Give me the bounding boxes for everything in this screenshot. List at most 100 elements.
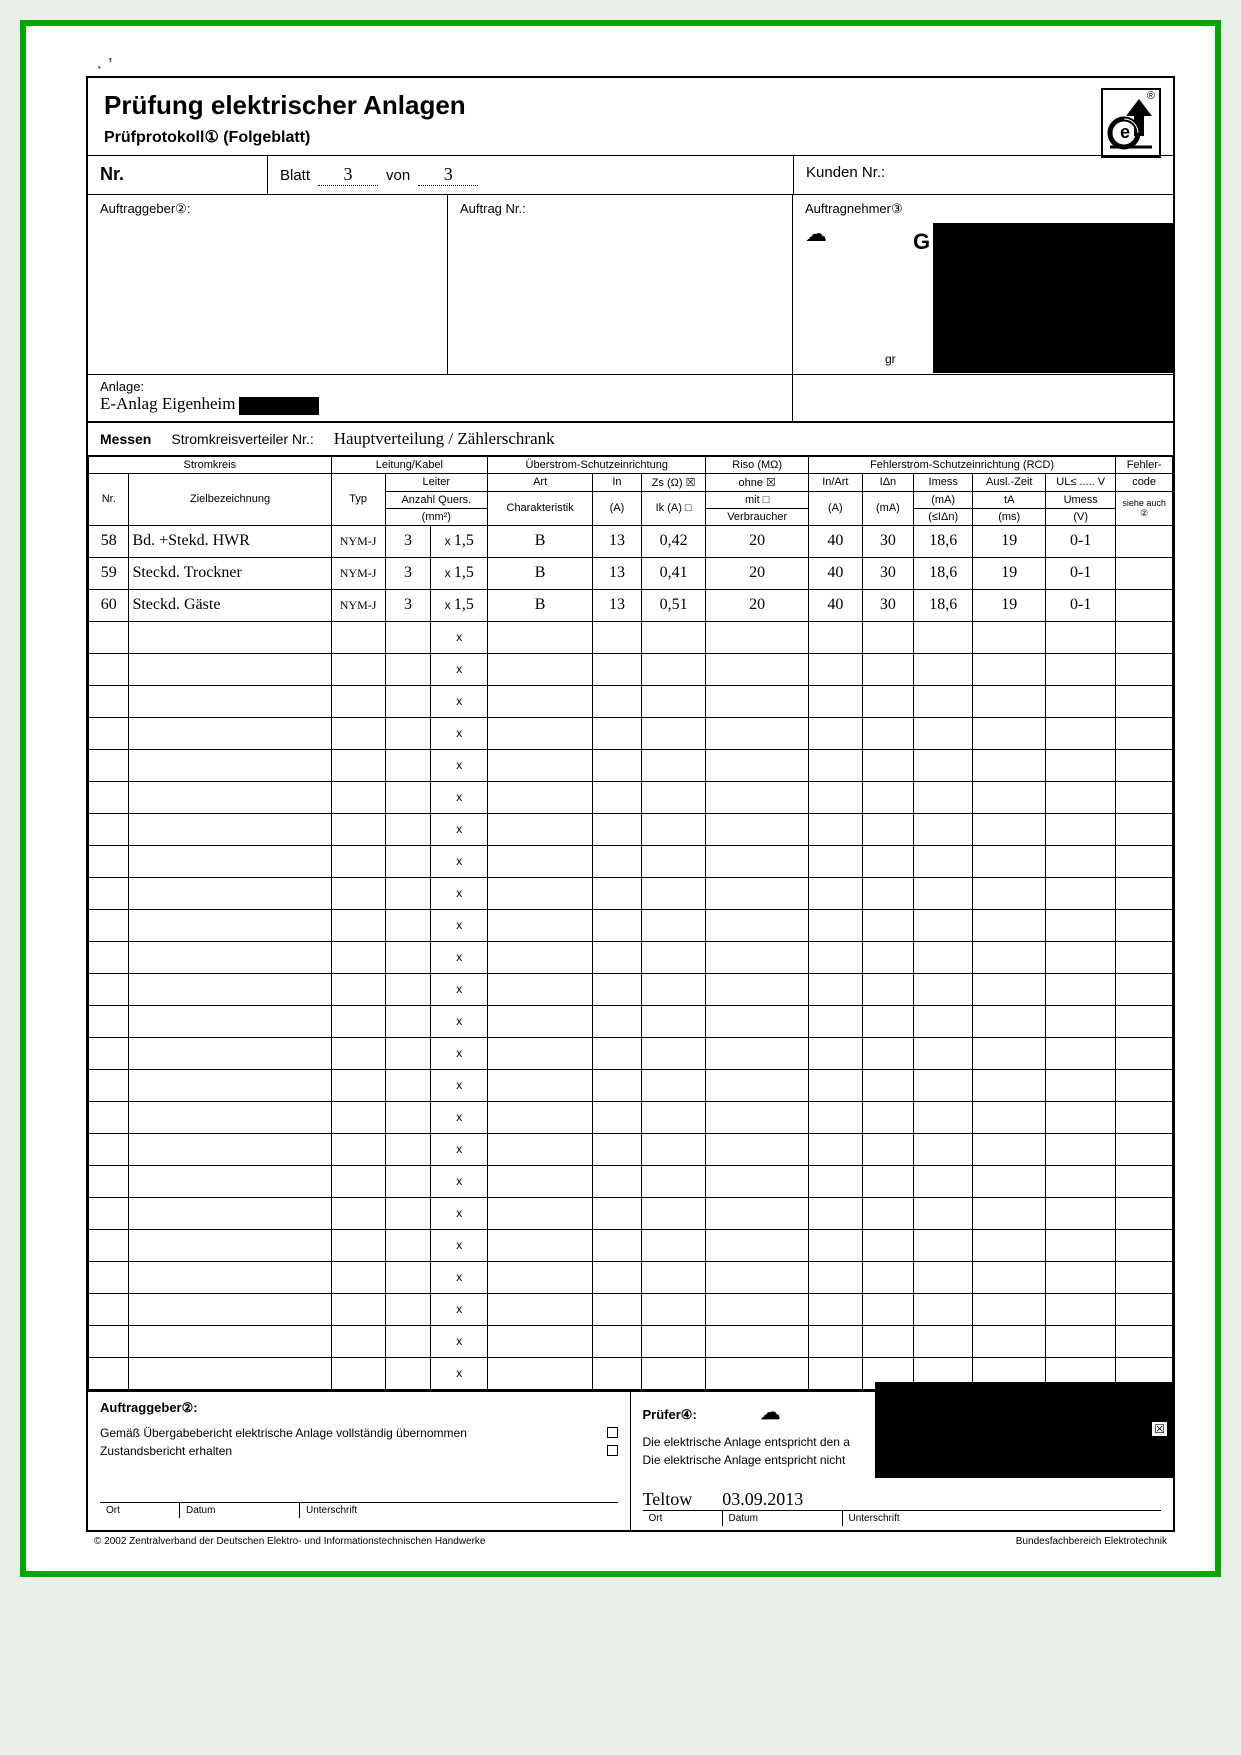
checkbox-icon[interactable] <box>607 1427 618 1438</box>
anlage-cell: Anlage: E-Anlag Eigenheim <box>88 375 793 421</box>
th-rcd-idn: IΔn <box>862 473 913 491</box>
logo-icon: ® e <box>1101 88 1161 158</box>
th-charakteristik: Charakteristik <box>488 491 593 525</box>
stray-mark: · ʼ <box>96 56 113 79</box>
checkbox-icon[interactable] <box>607 1445 618 1456</box>
header-title: Prüfung elektrischer Anlagen <box>104 90 1157 121</box>
footer-left: Auftraggeber②: Gemäß Übergabebericht ele… <box>88 1392 631 1530</box>
footer-right: Prüfer④: ☁ Die elektrische Anlage entspr… <box>631 1392 1174 1530</box>
table-row-empty: x <box>89 653 1173 685</box>
table-row-empty: x <box>89 877 1173 909</box>
auftragnr-label: Auftrag Nr.: <box>460 201 526 216</box>
table-row-empty: x <box>89 1133 1173 1165</box>
footer-auftraggeber-label: Auftraggeber②: <box>100 1400 618 1416</box>
th-rcd-imess-note: (≤IΔn) <box>914 508 973 525</box>
table-row-empty: x <box>89 1197 1173 1229</box>
th-typ: Typ <box>331 473 385 525</box>
th-fehler: Fehler- <box>1116 456 1173 473</box>
th-zs: Zs (Ω) ☒ <box>641 473 706 491</box>
auftragnehmer-label: Auftragnehmer③ <box>805 201 903 216</box>
unterschrift-label-r: Unterschrift <box>843 1511 1162 1526</box>
copyright-text: © 2002 Zentralverband der Deutschen Elek… <box>94 1536 485 1547</box>
blatt-label: Blatt <box>280 167 310 184</box>
table-row: 60Steckd. GästeNYM-J3x 1,5B130,512040301… <box>89 589 1173 621</box>
th-riso: Riso (MΩ) <box>706 456 808 473</box>
th-fehler-note: siehe auch ② <box>1116 491 1173 525</box>
signature-row-left: Ort Datum Unterschrift <box>100 1502 618 1518</box>
parties-row: Auftraggeber②: Auftrag Nr.: Auftragnehme… <box>88 195 1173 375</box>
pruefer-line1: Die elektrische Anlage entspricht den a <box>643 1435 850 1449</box>
th-rcd-ia-unit: (A) <box>808 491 862 525</box>
verteiler-value: Hauptverteilung / Zählerschrank <box>334 429 1161 449</box>
von-value: 3 <box>418 164 478 186</box>
blatt-section: Blatt 3 von 3 <box>268 156 793 194</box>
table-row-empty: x <box>89 813 1173 845</box>
th-rcd-umess: Umess <box>1046 491 1116 508</box>
auftragnehmer-cell: Auftragnehmer③ ☁ G gr <box>793 195 1173 374</box>
table-row-empty: x <box>89 1069 1173 1101</box>
table-body: 58Bd. +Stekd. HWRNYM-J3x 1,5B130,4220403… <box>89 525 1173 1389</box>
th-ueberstrom: Überstrom-Schutzeinrichtung <box>488 456 706 473</box>
kunden-nr-label: Kunden Nr.: <box>793 156 1173 194</box>
copyright-row: © 2002 Zentralverband der Deutschen Elek… <box>86 1532 1175 1551</box>
datum-label: Datum <box>180 1503 300 1518</box>
table-row-empty: x <box>89 621 1173 653</box>
th-stromkreis: Stromkreis <box>89 456 332 473</box>
redaction-footer <box>875 1382 1175 1478</box>
table-header: Stromkreis Leitung/Kabel Überstrom-Schut… <box>89 456 1173 525</box>
header-subtitle: Prüfprotokoll① (Folgeblatt) <box>104 127 1157 147</box>
th-in-unit: (A) <box>593 491 642 525</box>
footer-line1: Gemäß Übergabebericht elektrische Anlage… <box>100 1426 601 1440</box>
table-row-empty: x <box>89 1325 1173 1357</box>
th-rcd-zeit-ms: (ms) <box>973 508 1046 525</box>
copyright-right: Bundesfachbereich Elektrotechnik <box>1016 1536 1167 1547</box>
th-riso-verbraucher: Verbraucher <box>706 508 808 525</box>
th-anzahl-quers: Anzahl Quers. <box>385 491 487 508</box>
th-nr: Nr. <box>89 473 129 525</box>
footer-checkbox-marked: ☒ <box>1152 1422 1167 1436</box>
anlage-value: E-Anlag Eigenheim <box>100 394 236 413</box>
footer-line2: Zustandsbericht erhalten <box>100 1444 601 1458</box>
th-rcd-ul: UL≤ ..... V <box>1046 473 1116 491</box>
verteiler-label: Stromkreisverteiler Nr.: <box>171 431 313 447</box>
auftraggeber-label: Auftraggeber②: <box>100 201 190 216</box>
th-leiter: Leiter <box>385 473 487 491</box>
th-rcd-imess: Imess <box>914 473 973 491</box>
th-ziel: Zielbezeichnung <box>129 473 331 525</box>
form-box: Prüfung elektrischer Anlagen Prüfprotoko… <box>86 76 1175 1532</box>
redaction-small <box>239 397 319 415</box>
th-art: Art <box>488 473 593 491</box>
table-row-empty: x <box>89 1101 1173 1133</box>
table-row-empty: x <box>89 781 1173 813</box>
signature-row-right: Ort Datum Unterschrift <box>643 1510 1162 1526</box>
ort-label: Ort <box>100 1503 180 1518</box>
th-rcd-imess-unit: (mA) <box>914 491 973 508</box>
footer-section: Auftraggeber②: Gemäß Übergabebericht ele… <box>88 1390 1173 1530</box>
datum-label-r: Datum <box>723 1511 843 1526</box>
auftraggeber-cell: Auftraggeber②: <box>88 195 448 374</box>
page-container: · ʼ Prüfung elektrischer Anlagen Prüfpro… <box>20 20 1221 1577</box>
redaction-block <box>933 223 1175 373</box>
th-ik: Ik (A) □ <box>641 491 706 525</box>
table-row-empty: x <box>89 1037 1173 1069</box>
nr-label: Nr. <box>88 156 268 194</box>
von-label: von <box>386 167 410 184</box>
blatt-value: 3 <box>318 164 378 186</box>
table-row-empty: x <box>89 941 1173 973</box>
th-rcd-zeit-unit: tA <box>973 491 1046 508</box>
unterschrift-label: Unterschrift <box>300 1503 618 1518</box>
table-row-empty: x <box>89 973 1173 1005</box>
header: Prüfung elektrischer Anlagen Prüfprotoko… <box>88 78 1173 156</box>
nr-row: Nr. Blatt 3 von 3 Kunden Nr.: <box>88 156 1173 195</box>
pruefer-datum: 03.09.2013 <box>722 1489 803 1510</box>
table-row-empty: x <box>89 1229 1173 1261</box>
th-rcd-ia: In/Art <box>808 473 862 491</box>
ort-label-r: Ort <box>643 1511 723 1526</box>
pruefer-label-text: Prüfer④: <box>643 1407 697 1422</box>
table-row-empty: x <box>89 1165 1173 1197</box>
auftragnehmer-visible: G <box>913 229 930 255</box>
table-row-empty: x <box>89 749 1173 781</box>
th-riso-mit: mit □ <box>706 491 808 508</box>
messen-row: Messen Stromkreisverteiler Nr.: Hauptver… <box>88 423 1173 456</box>
messen-label: Messen <box>100 431 151 447</box>
